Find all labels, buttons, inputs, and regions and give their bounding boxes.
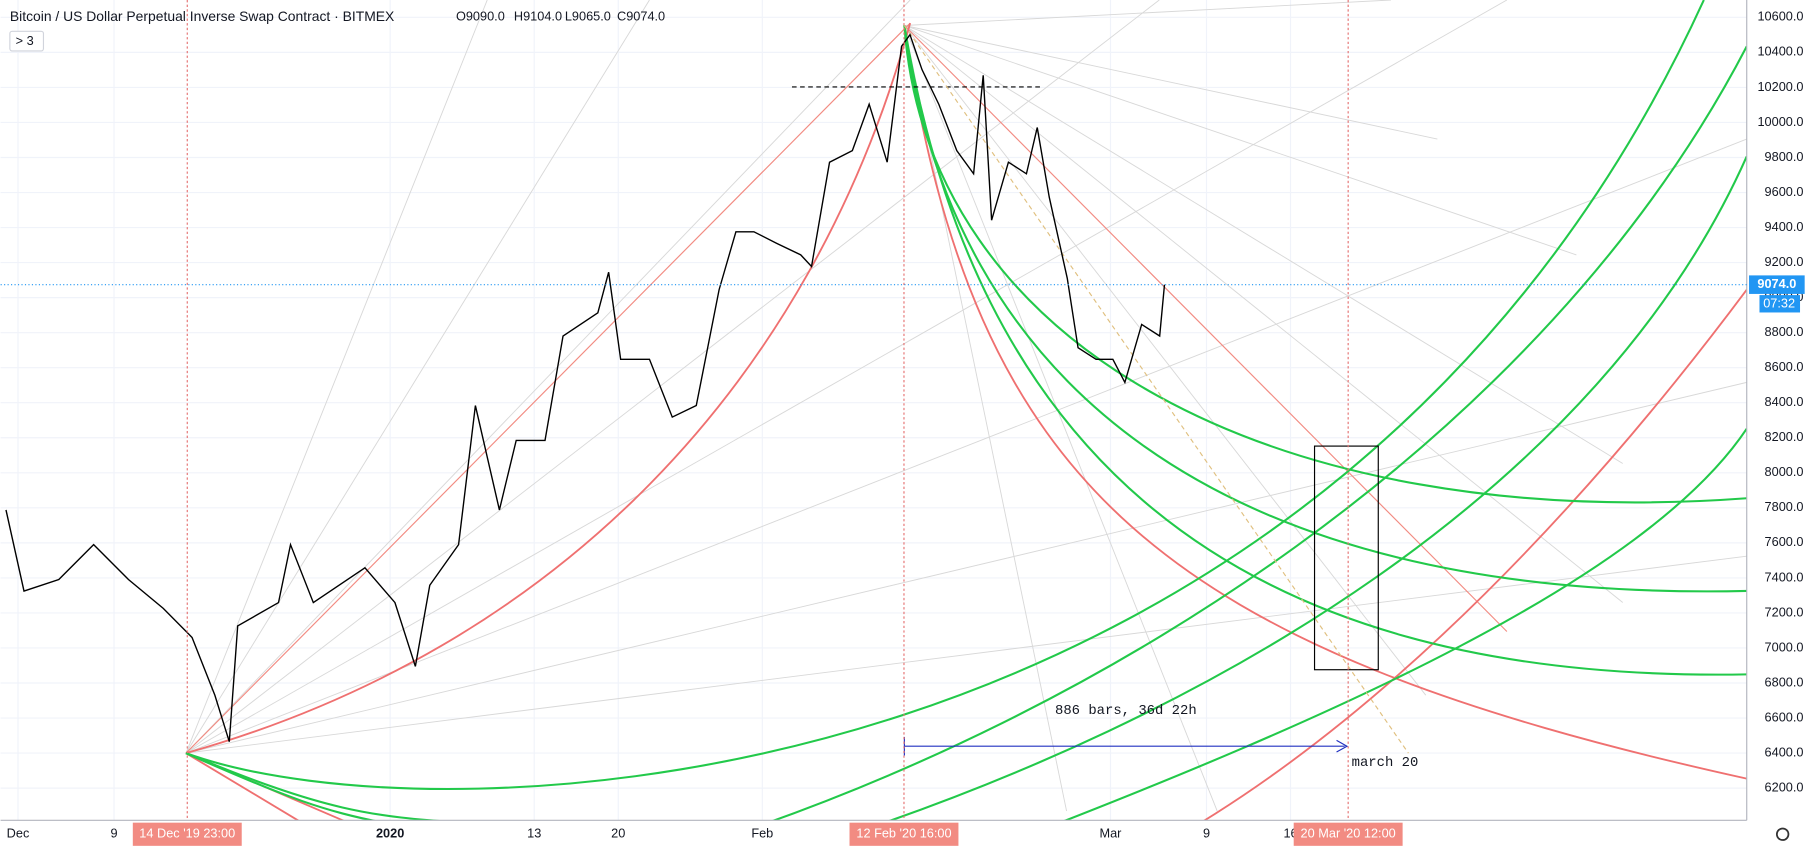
x-tick-label: 9 bbox=[1203, 826, 1210, 841]
y-tick-label: 10200.0 bbox=[1757, 79, 1803, 94]
y-tick-label: 8600.0 bbox=[1765, 359, 1804, 374]
y-tick-label: 8800.0 bbox=[1765, 324, 1804, 339]
y-tick-label: 7400.0 bbox=[1765, 569, 1804, 584]
y-tick-label: 7600.0 bbox=[1765, 534, 1804, 549]
last-price-label: 9074.0 bbox=[1757, 276, 1796, 291]
last-price-badge bbox=[1749, 275, 1805, 294]
price-axis bbox=[1746, 0, 1818, 847]
ohlc-high: H9104.0 bbox=[514, 9, 562, 24]
y-tick-label: 10400.0 bbox=[1757, 44, 1803, 59]
y-tick-label: 8400.0 bbox=[1765, 394, 1804, 409]
time-box bbox=[1313, 445, 1379, 671]
date-range-arrowhead bbox=[1336, 739, 1349, 753]
gann-fan-lines bbox=[185, 0, 1747, 812]
x-tick-label: 13 bbox=[527, 826, 541, 841]
y-tick-label: 6600.0 bbox=[1765, 709, 1804, 724]
indicators-toggle-label[interactable]: > 3 bbox=[16, 33, 34, 48]
x-tick-label: Mar bbox=[1099, 826, 1122, 841]
marker-badge bbox=[132, 822, 242, 846]
y-tick-label: 10600.0 bbox=[1757, 9, 1803, 24]
ohlc-low: L9065.0 bbox=[565, 9, 611, 24]
y-tick-label: 10000.0 bbox=[1757, 114, 1803, 129]
marker-label: 14 Dec '19 23:00 bbox=[139, 826, 235, 841]
drawings bbox=[185, 0, 1748, 847]
y-tick-label: 7200.0 bbox=[1765, 604, 1804, 619]
countdown-label: 07:32 bbox=[1763, 296, 1795, 311]
price-line bbox=[5, 33, 1166, 742]
symbol-title: Bitcoin / US Dollar Perpetual Inverse Sw… bbox=[10, 8, 394, 24]
y-tick-label: 9600.0 bbox=[1765, 184, 1804, 199]
y-tick-label: 6200.0 bbox=[1765, 779, 1804, 794]
date-range-label: 886 bars, 36d 22h bbox=[1055, 703, 1197, 719]
y-tick-label: 9200.0 bbox=[1765, 254, 1804, 269]
y-tick-label: 6800.0 bbox=[1765, 674, 1804, 689]
settings-gear[interactable] bbox=[1775, 827, 1790, 841]
y-tick-label: 9800.0 bbox=[1765, 149, 1804, 164]
x-tick-label: 9 bbox=[110, 826, 117, 841]
y-tick-label: 8200.0 bbox=[1765, 429, 1804, 444]
settings-icon[interactable] bbox=[1775, 827, 1790, 841]
y-tick-label: 6400.0 bbox=[1765, 744, 1804, 759]
y-tick-label: 8000.0 bbox=[1765, 464, 1804, 479]
y-tick-label: 7000.0 bbox=[1765, 639, 1804, 654]
y-tick-label: 9400.0 bbox=[1765, 219, 1804, 234]
x-tick-label: 20 bbox=[611, 826, 625, 841]
ohlc-open: O9090.0 bbox=[456, 9, 505, 24]
indicators-toggle[interactable] bbox=[9, 30, 45, 52]
x-tick-label: 2020 bbox=[376, 826, 404, 841]
x-tick-label: Feb bbox=[751, 826, 773, 841]
trend-dashed-line bbox=[903, 25, 1409, 754]
y-tick-label: 7800.0 bbox=[1765, 499, 1804, 514]
marker-label: 20 Mar '20 12:00 bbox=[1301, 826, 1396, 841]
note-label: march 20 bbox=[1352, 755, 1419, 771]
ohlc-close: C9074.0 bbox=[617, 9, 665, 24]
grid bbox=[0, 0, 1747, 821]
countdown-badge bbox=[1759, 295, 1801, 313]
marker-badge bbox=[849, 822, 959, 846]
marker-label: 12 Feb '20 16:00 bbox=[856, 826, 951, 841]
red-fan-lines bbox=[185, 22, 1508, 754]
marker-badge bbox=[1293, 822, 1403, 846]
x-tick-label: Dec bbox=[7, 826, 30, 841]
green-arcs bbox=[185, 0, 1748, 847]
